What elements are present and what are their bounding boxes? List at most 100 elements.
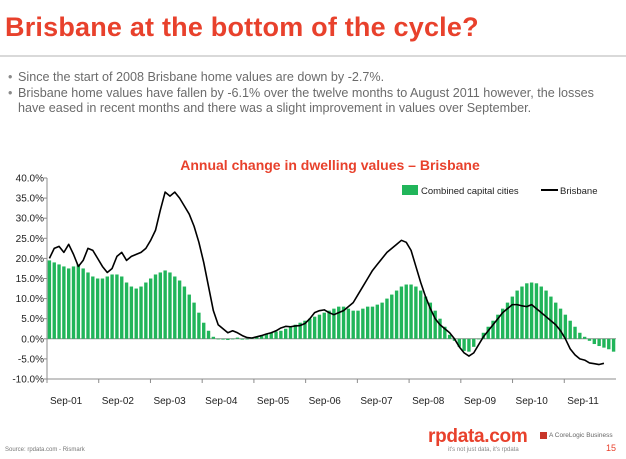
bar xyxy=(563,314,568,339)
bar xyxy=(385,298,389,339)
bar xyxy=(578,332,582,339)
bar xyxy=(467,338,471,352)
bar xyxy=(284,328,288,339)
bar xyxy=(607,338,611,350)
bar xyxy=(134,288,138,339)
bar xyxy=(346,308,351,339)
bar xyxy=(322,312,326,339)
bar xyxy=(409,284,413,339)
y-tick-label: -10.0% xyxy=(12,375,44,386)
corelogic-badge: A CoreLogic Business xyxy=(540,432,613,439)
source-note: Source: rpdata.com - Rismark xyxy=(5,447,85,453)
bar xyxy=(486,326,490,339)
bar xyxy=(158,272,163,339)
bar xyxy=(120,276,124,339)
bar xyxy=(168,272,172,339)
bar xyxy=(438,318,442,339)
y-tick-label: 0.0% xyxy=(21,334,44,345)
x-tick-label: Sep-01 xyxy=(50,396,83,407)
bar xyxy=(510,296,515,339)
bar xyxy=(115,274,119,339)
bar xyxy=(255,336,259,339)
bar xyxy=(443,326,447,339)
bar xyxy=(419,290,423,339)
x-tick-label: Sep-08 xyxy=(412,396,445,407)
bar xyxy=(491,320,495,339)
bullet-list: Since the start of 2008 Brisbane home va… xyxy=(8,70,618,117)
bar xyxy=(124,282,129,339)
bar xyxy=(52,262,56,339)
rpdata-logo: rpdata.com xyxy=(428,426,528,447)
bar xyxy=(192,302,196,339)
bar xyxy=(370,306,375,339)
bar xyxy=(62,266,66,339)
bar xyxy=(500,308,505,339)
legend-swatch-bars xyxy=(402,185,418,195)
bar xyxy=(129,286,134,339)
x-tick-label: Sep-09 xyxy=(464,396,497,407)
bar xyxy=(226,338,230,341)
bar xyxy=(303,320,307,339)
bar xyxy=(587,338,592,341)
bar xyxy=(274,331,278,339)
bar xyxy=(177,280,182,339)
bar xyxy=(390,294,394,339)
y-tick-label: 10.0% xyxy=(16,294,44,305)
bar xyxy=(568,320,572,339)
bar xyxy=(279,330,283,339)
bar xyxy=(139,286,143,339)
legend-label-combined: Combined capital cities xyxy=(421,186,519,197)
bar xyxy=(611,338,616,352)
bar xyxy=(549,296,553,339)
bar xyxy=(520,286,524,339)
bar xyxy=(327,310,331,339)
bar xyxy=(505,302,510,339)
bar xyxy=(361,308,365,339)
bar xyxy=(182,286,187,339)
bar xyxy=(197,312,201,339)
corelogic-icon xyxy=(540,432,547,439)
x-tick-label: Sep-11 xyxy=(567,396,599,407)
y-tick-label: 15.0% xyxy=(16,274,44,285)
bar xyxy=(597,338,601,347)
y-tick-label: 35.0% xyxy=(16,194,44,205)
bar xyxy=(544,290,548,339)
bar xyxy=(221,338,225,340)
bar xyxy=(476,338,481,340)
bar xyxy=(433,310,437,339)
bar xyxy=(202,322,206,339)
bar xyxy=(81,268,85,339)
bar xyxy=(332,308,336,339)
plot-area: -10.0% -5.0% 0.0% 5.0% 10.0% 15.0% 20.0% 25.0% 3… xyxy=(12,174,616,407)
bar xyxy=(515,290,519,339)
x-tick-label: Sep-07 xyxy=(360,396,393,407)
bar xyxy=(404,284,408,339)
bar xyxy=(67,268,71,339)
bar xyxy=(462,338,466,351)
bar xyxy=(47,260,52,339)
bar xyxy=(240,338,244,340)
bar xyxy=(423,296,428,339)
bar xyxy=(394,290,399,339)
bar xyxy=(259,335,264,339)
bar xyxy=(187,294,191,339)
bar xyxy=(57,264,61,339)
bar xyxy=(496,314,500,339)
bar xyxy=(148,278,153,339)
bar xyxy=(472,338,476,347)
bar xyxy=(525,283,529,339)
bullet-item: Since the start of 2008 Brisbane home va… xyxy=(8,70,618,85)
bar xyxy=(447,334,452,339)
bar xyxy=(554,302,558,339)
corelogic-text: A CoreLogic Business xyxy=(549,432,613,440)
y-tick-label: 30.0% xyxy=(16,214,44,225)
bar xyxy=(380,302,384,339)
bar xyxy=(298,322,302,339)
bar xyxy=(351,310,355,339)
bar xyxy=(235,337,240,339)
x-tick-label: Sep-04 xyxy=(205,396,238,407)
bar xyxy=(602,338,606,348)
bar xyxy=(110,274,114,339)
logo-tagline: it's not just data, it's rpdata xyxy=(448,447,519,453)
